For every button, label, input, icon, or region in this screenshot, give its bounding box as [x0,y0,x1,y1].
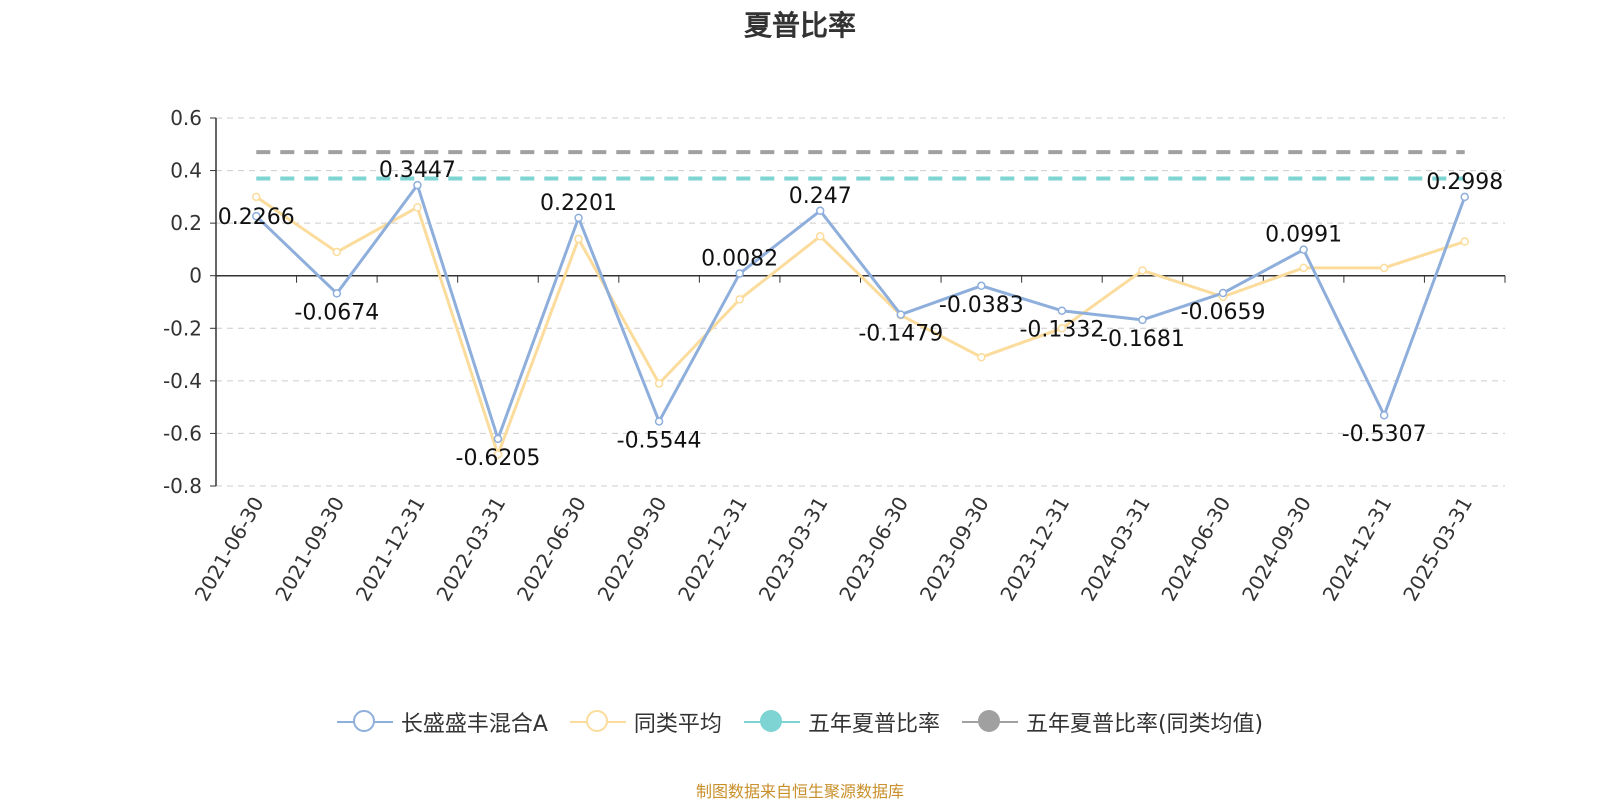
legend: 长盛盛丰混合A 同类平均 五年夏普比率 五年夏普比率(同类均值) [0,706,1600,738]
y-tick-label: 0 [189,264,202,288]
x-tick-label: 2023-03-31 [754,493,833,606]
data-labels: 0.2266 -0.0674 0.3447 -0.6205 0.2201 -0.5544 0… [218,158,1503,471]
data-point-0-13[interactable] [1299,245,1308,254]
legend-item-five-year[interactable]: 五年夏普比率 [743,706,940,738]
data-label: 0.2201 [540,191,617,216]
legend-label-five-year: 五年夏普比率 [807,712,940,737]
y-tick-label: 0.2 [170,211,202,235]
series-lines [255,183,1467,456]
y-tick-label: -0.2 [163,316,202,340]
data-point-0-14[interactable] [1379,410,1389,420]
x-tick-label: 2023-06-30 [834,493,913,606]
data-label: -0.0383 [939,293,1024,318]
legend-swatch-five-year-peer [961,707,1018,737]
data-point-1-13[interactable] [1299,263,1308,273]
legend-swatch-five-year [743,707,800,737]
x-tick-label: 2021-09-30 [270,493,349,606]
x-tick-label: 2022-12-31 [673,493,752,606]
x-tick-label: 2024-09-30 [1237,493,1316,606]
data-label: -0.1479 [858,322,943,347]
data-point-1-15[interactable] [1460,237,1469,246]
x-tick-label: 2024-03-31 [1076,493,1155,606]
data-label: 0.3447 [379,158,456,183]
data-point-0-15[interactable] [1460,192,1469,202]
series-line-0 [255,183,1467,441]
x-tick-label: 2024-12-31 [1318,493,1397,606]
x-tick-label: 2024-06-30 [1156,493,1235,606]
data-point-0-2[interactable] [413,180,422,190]
x-tick-label: 2023-12-31 [995,493,1074,606]
series-line-1 [255,195,1466,456]
legend-item-peer-average[interactable]: 同类平均 [569,706,722,738]
reference-lines [256,150,1465,181]
data-point-0-12[interactable] [1218,288,1228,298]
data-point-0-8[interactable] [896,310,906,319]
data-point-0-6[interactable] [735,269,744,278]
legend-item-fund[interactable]: 长盛盛丰混合A [336,706,548,738]
data-point-1-10[interactable] [1057,324,1067,333]
data-label: 0.247 [789,184,852,209]
data-label: 0.0082 [701,247,778,272]
data-label: -0.5544 [617,428,702,453]
data-point-0-10[interactable] [1057,306,1067,315]
data-point-0-1[interactable] [332,289,342,298]
y-tick-label: 0.6 [170,106,202,130]
data-point-1-4[interactable] [574,234,583,244]
data-point-1-9[interactable] [977,352,986,362]
data-point-0-11[interactable] [1138,315,1147,325]
legend-swatch-fund [336,707,393,737]
data-point-0-5[interactable] [654,417,664,426]
data-point-1-11[interactable] [1138,266,1147,275]
legend-item-five-year-peer[interactable]: 五年夏普比率(同类均值) [961,706,1264,738]
data-label: -0.5307 [1342,422,1427,447]
data-label: -0.6205 [456,446,541,471]
data-point-1-2[interactable] [413,203,422,212]
data-label: -0.0659 [1181,300,1266,325]
legend-label-fund: 长盛盛丰混合A [400,712,548,737]
data-label: 0.2998 [1426,170,1503,195]
y-tick-label: -0.6 [163,421,202,445]
line-chart: 0.2266 -0.0674 0.3447 -0.6205 0.2201 -0.5544 0… [163,106,1506,605]
data-label: -0.0674 [294,300,379,325]
data-label: -0.1681 [1100,327,1185,352]
x-tick-label: 2022-09-30 [593,493,672,606]
data-point-1-1[interactable] [332,247,342,257]
y-tick-label: -0.8 [163,474,202,498]
data-points [252,180,1469,459]
data-point-1-0[interactable] [252,192,261,202]
data-point-0-4[interactable] [574,213,583,223]
legend-label-five-year-peer: 五年夏普比率(同类均值) [1025,712,1264,737]
x-tick-label: 2021-12-31 [351,493,430,606]
data-label: 0.0991 [1265,223,1342,248]
x-tick-label: 2025-03-31 [1398,493,1477,606]
x-tick-label: 2022-06-30 [512,493,591,606]
data-label: 0.2266 [218,205,295,230]
legend-swatch-peer-average [569,707,626,737]
data-point-1-7[interactable] [815,232,825,241]
legend-label-peer-average: 同类平均 [633,712,722,737]
data-point-0-0[interactable] [252,211,261,221]
chart-title: 夏普比率 [743,9,856,42]
y-tick-label: 0.4 [170,159,202,183]
data-point-1-3[interactable] [493,450,503,459]
data-source-note: 制图数据来自恒生聚源数据库 [695,782,904,801]
data-point-1-6[interactable] [735,295,744,304]
data-point-1-5[interactable] [654,379,664,388]
x-tick-label: 2023-09-30 [915,493,994,606]
data-point-0-7[interactable] [815,206,825,216]
data-label: -0.1332 [1019,318,1104,343]
y-tick-label: -0.4 [163,369,202,393]
x-tick-label: 2021-06-30 [190,493,269,606]
data-point-0-9[interactable] [977,281,986,291]
data-point-1-14[interactable] [1379,263,1389,273]
x-tick-label: 2022-03-31 [431,493,510,606]
data-point-0-3[interactable] [493,434,503,444]
